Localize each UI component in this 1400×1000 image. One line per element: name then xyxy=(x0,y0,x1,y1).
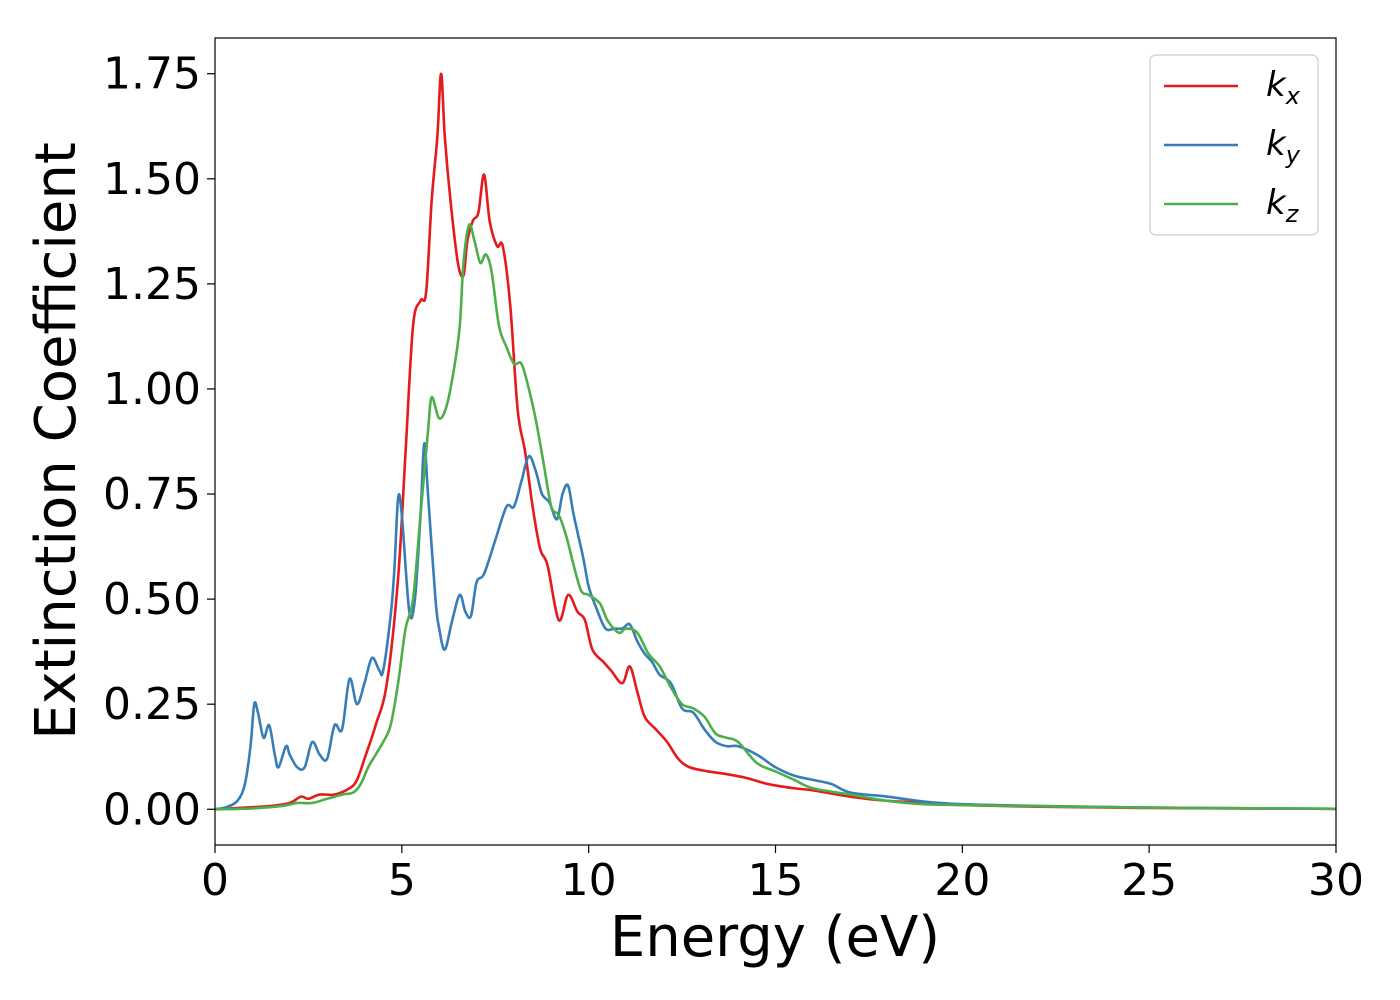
y-tick-label: 1.75 xyxy=(103,49,201,100)
y-tick-label: 1.50 xyxy=(103,154,201,205)
legend-label-subscript: y xyxy=(1285,141,1301,169)
legend-label-main: k xyxy=(1266,124,1287,164)
legend-label-subscript: z xyxy=(1285,200,1300,228)
y-tick-label: 0.50 xyxy=(103,574,201,625)
y-axis-title: Extinction Coefficient xyxy=(24,142,89,740)
x-axis-title: Energy (eV) xyxy=(610,905,940,970)
legend-label-main: k xyxy=(1266,65,1287,105)
legend-label-subscript: x xyxy=(1285,82,1301,110)
y-tick-label: 1.25 xyxy=(103,259,201,310)
series-line-kz xyxy=(215,223,1336,811)
x-tick-label: 10 xyxy=(561,855,617,906)
x-axis-ticks: 0 5 10 15 20 25 30 xyxy=(201,845,1364,906)
y-tick-label: 0.75 xyxy=(103,469,201,520)
legend-label-kx: kx xyxy=(1266,65,1301,110)
x-tick-label: 20 xyxy=(934,855,990,906)
series-line-kx xyxy=(215,72,1336,811)
legend-label-main: k xyxy=(1266,183,1287,223)
legend-label-kz: kz xyxy=(1266,183,1300,228)
legend-label-ky: ky xyxy=(1266,124,1301,169)
x-tick-label: 15 xyxy=(748,855,804,906)
plot-area xyxy=(215,38,1336,845)
y-tick-label: 0.00 xyxy=(103,784,201,835)
x-tick-label: 25 xyxy=(1121,855,1177,906)
series-line-ky xyxy=(215,442,1336,811)
x-tick-label: 30 xyxy=(1308,855,1364,906)
y-axis-ticks: 0.00 0.25 0.50 0.75 1.00 1.25 1.50 1.75 xyxy=(103,49,215,835)
series-layer xyxy=(215,72,1336,811)
x-tick-label: 5 xyxy=(388,855,416,906)
x-tick-label: 0 xyxy=(201,855,229,906)
y-tick-label: 0.25 xyxy=(103,679,201,730)
y-tick-label: 1.00 xyxy=(103,364,201,415)
